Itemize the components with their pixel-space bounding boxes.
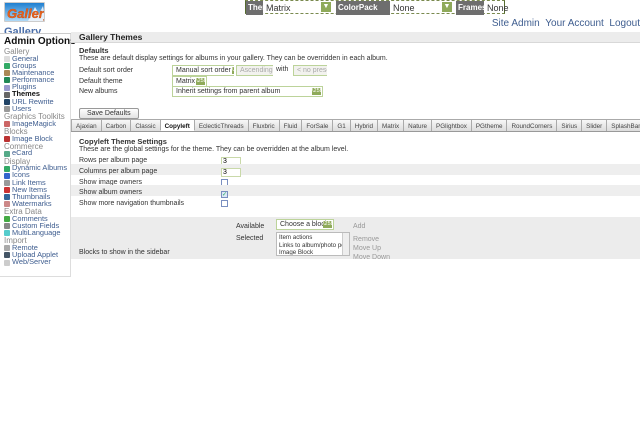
svg-text:Gallery: Gallery xyxy=(7,6,45,21)
